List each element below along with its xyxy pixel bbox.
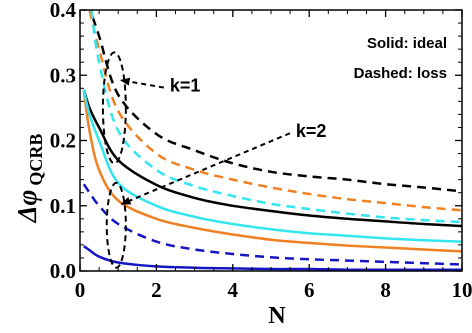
ellipse-marker-k=1 bbox=[101, 51, 127, 165]
y-tick-label: 0.0 bbox=[50, 259, 76, 283]
series-line-orange-dashed bbox=[88, 10, 462, 212]
y-axis-subscript: QCRB bbox=[26, 134, 46, 186]
y-tick-label: 0.4 bbox=[50, 0, 77, 22]
legend-line-dashed: Dashed: loss bbox=[354, 65, 447, 82]
ellipse-marker-k=2 bbox=[105, 181, 127, 269]
annotation-layer: k=1 k=2 bbox=[101, 51, 327, 269]
x-tick-label: 10 bbox=[452, 278, 472, 302]
y-tick-label: 0.2 bbox=[50, 129, 76, 153]
x-tick-label: 2 bbox=[151, 278, 162, 302]
series-line-blue-dashed bbox=[82, 183, 462, 266]
annotation-label-k=1: k=1 bbox=[170, 76, 201, 96]
series-line-cyan-solid bbox=[82, 89, 462, 243]
x-tick-label: 0 bbox=[75, 278, 86, 302]
x-tick-label: 8 bbox=[380, 278, 391, 302]
annotation-label-k=2: k=2 bbox=[296, 121, 327, 141]
y-tick-label: 0.1 bbox=[50, 194, 76, 218]
x-tick-label: 6 bbox=[304, 278, 315, 302]
x-tick-label: 4 bbox=[228, 278, 239, 302]
annotation-arrow-k=2 bbox=[120, 132, 291, 206]
y-axis-title: Δφ QCRB bbox=[12, 134, 46, 224]
legend: Solid: ideal Dashed: loss bbox=[354, 35, 447, 82]
y-tick-label: 0.3 bbox=[50, 63, 76, 87]
series-line-black-solid bbox=[82, 89, 462, 228]
series-line-orange-solid bbox=[82, 89, 462, 253]
series-line-black-dashed bbox=[83, 10, 462, 193]
x-axis-title: N bbox=[268, 303, 286, 329]
axes-layer: 0 2 4 6 8 10 0.0 0.1 0.2 0.3 0.4 bbox=[50, 0, 472, 302]
annotation-arrow-k=1 bbox=[119, 77, 165, 89]
legend-line-solid: Solid: ideal bbox=[367, 35, 447, 52]
y-axis-symbol: Δφ bbox=[12, 190, 42, 224]
series-line-cyan-dashed bbox=[90, 10, 462, 224]
